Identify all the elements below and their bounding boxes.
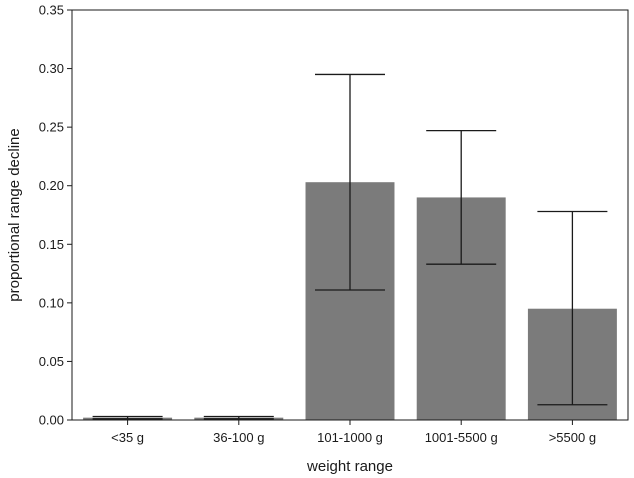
y-tick-label: 0.05	[39, 354, 64, 369]
y-tick-label: 0.10	[39, 295, 64, 310]
x-tick-label: 36-100 g	[213, 430, 264, 445]
y-tick-label: 0.35	[39, 3, 64, 18]
x-tick-label: >5500 g	[549, 430, 596, 445]
x-tick-label: 101-1000 g	[317, 430, 383, 445]
x-tick-label: 1001-5500 g	[425, 430, 498, 445]
y-tick-label: 0.00	[39, 413, 64, 428]
error-bars	[92, 73, 608, 420]
y-tick-label: 0.30	[39, 61, 64, 76]
x-axis-label: weight range	[306, 458, 393, 475]
y-tick-label: 0.25	[39, 120, 64, 135]
y-axis-ticks: 0.00 0.05 0.10 0.15 0.20 0.25 0.30 0.35	[39, 3, 72, 428]
y-tick-label: 0.20	[39, 178, 64, 193]
plot-frame	[71, 9, 629, 421]
y-axis-label: proportional range decline	[6, 128, 23, 301]
x-tick-label: <35 g	[111, 430, 144, 445]
x-axis-ticks: <35 g 36-100 g 101-1000 g 1001-5500 g >5500 …	[111, 420, 596, 445]
y-tick-label: 0.15	[39, 237, 64, 252]
